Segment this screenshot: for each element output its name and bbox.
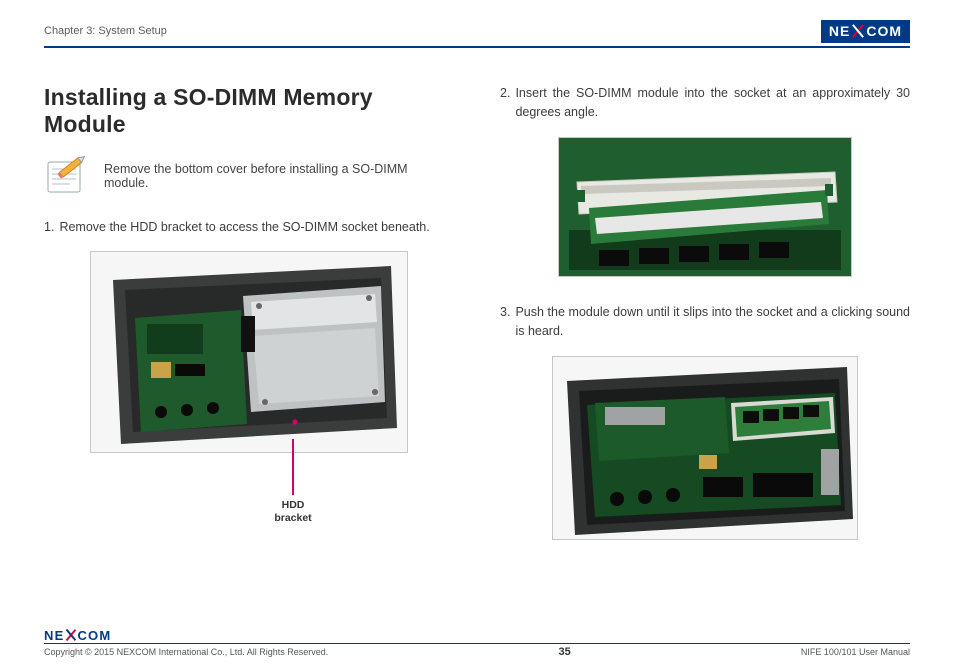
footer-copyright: Copyright © 2015 NEXCOM International Co… [44, 647, 328, 657]
footer-brand-x-icon [65, 629, 76, 641]
step2-text: Insert the SO-DIMM module into the socke… [515, 84, 910, 123]
footer-brand-suffix: COM [77, 628, 111, 643]
figure-3-photo [552, 356, 858, 540]
step1-number: 1. [44, 218, 54, 237]
footer-brand-prefix: NE [44, 628, 64, 643]
page-title: Installing a SO-DIMM Memory Module [44, 84, 454, 138]
page-number: 35 [558, 646, 570, 658]
step1-text: Remove the HDD bracket to access the SO-… [59, 218, 454, 237]
footer-rule [44, 643, 910, 645]
right-column: 2. Insert the SO-DIMM module into the so… [500, 84, 910, 540]
step3-number: 3. [500, 303, 510, 342]
callout-leader-line [292, 439, 294, 495]
header-rule [44, 46, 910, 48]
left-column: Installing a SO-DIMM Memory Module [44, 84, 454, 540]
note-icon [44, 156, 88, 196]
figure-1-callout: HDD bracket [274, 439, 311, 524]
chapter-label: Chapter 3: System Setup [44, 25, 167, 37]
figure-1-photo [90, 251, 408, 453]
brand-prefix: NE [829, 23, 850, 39]
brand-suffix: COM [866, 23, 902, 39]
step3-text: Push the module down until it slips into… [515, 303, 910, 342]
step2-number: 2. [500, 84, 510, 123]
brand-logo: NE COM [821, 20, 910, 43]
callout-line1: HDD [274, 499, 311, 512]
figure-2-photo [558, 137, 852, 277]
brand-x-icon [851, 24, 865, 38]
callout-line2: bracket [274, 512, 311, 525]
footer-doc-title: NIFE 100/101 User Manual [801, 647, 910, 657]
note-text: Remove the bottom cover before installin… [104, 162, 454, 190]
footer-brand-logo: NE COM [44, 628, 910, 643]
